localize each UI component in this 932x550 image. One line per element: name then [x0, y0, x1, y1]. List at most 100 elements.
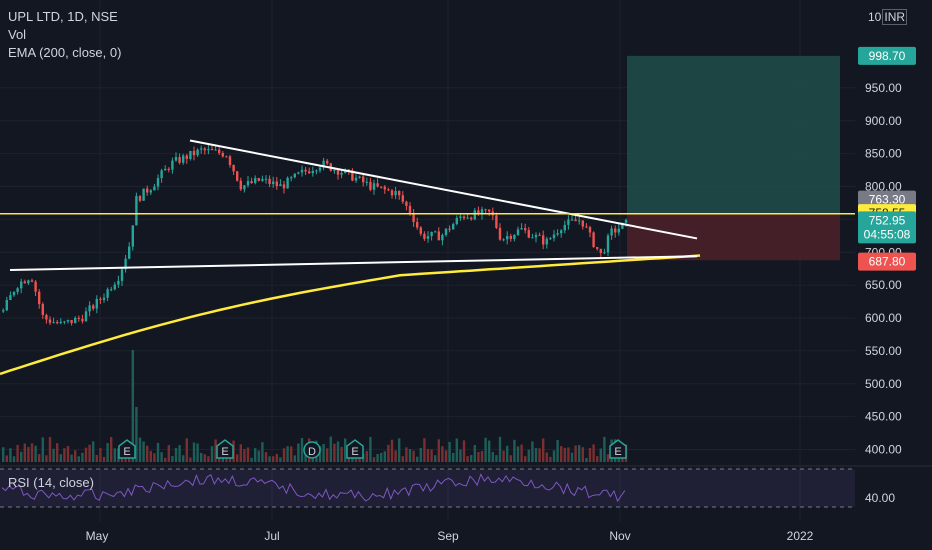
- volume-bar: [488, 440, 491, 462]
- candle-body: [617, 228, 620, 233]
- volume-bar: [34, 445, 37, 462]
- volume-bar: [272, 456, 275, 462]
- candle-body: [390, 190, 394, 196]
- candle-body: [430, 231, 433, 237]
- candle-body: [416, 222, 419, 228]
- y-tick-label: 950.00: [865, 81, 902, 95]
- candle-body: [398, 190, 401, 196]
- candle-body: [228, 156, 232, 166]
- candle-body: [182, 155, 185, 163]
- volume-bar: [534, 448, 538, 462]
- volume-bar: [455, 438, 458, 462]
- candle-body: [81, 318, 84, 322]
- volume-bar: [592, 444, 595, 462]
- candle-body: [452, 224, 455, 230]
- candle-body: [300, 169, 304, 173]
- volume-bar: [549, 456, 552, 462]
- event-badge: [303, 441, 321, 459]
- candle-body: [2, 310, 5, 312]
- x-tick-label: Jul: [264, 529, 279, 543]
- candle-body: [610, 228, 613, 236]
- candle-body: [336, 169, 340, 175]
- volume-bar: [340, 446, 343, 462]
- candle-body: [441, 234, 444, 241]
- y-tick-label: 850.00: [865, 147, 902, 161]
- candle-body: [239, 180, 242, 190]
- legend-symbol[interactable]: UPL LTD, 1D, NSE: [8, 9, 118, 24]
- volume-bar: [347, 456, 350, 462]
- candle-body: [459, 216, 462, 218]
- candle-body: [12, 291, 16, 296]
- candle-body: [164, 168, 167, 171]
- candle-body: [606, 235, 610, 253]
- candle-body: [286, 177, 289, 189]
- candle-body: [128, 246, 131, 259]
- currency-indicator[interactable]: 10 INR: [868, 9, 908, 25]
- rsi-legend[interactable]: RSI (14, close): [8, 475, 94, 490]
- candle-body: [347, 169, 350, 171]
- volume-bar: [621, 457, 624, 462]
- volume-bar: [264, 452, 268, 462]
- candle-body: [599, 248, 602, 254]
- candle-body: [120, 269, 124, 281]
- volume-bar: [23, 443, 26, 462]
- volume-bar: [257, 450, 260, 462]
- candle-body: [383, 186, 386, 190]
- candle-body: [394, 190, 397, 196]
- candle-body: [592, 232, 595, 247]
- candle-body: [556, 233, 559, 235]
- candle-body: [462, 216, 466, 219]
- candle-body: [365, 181, 368, 183]
- candle-body: [146, 188, 149, 193]
- volume-bar: [527, 449, 530, 462]
- target-price-tag: 998.70: [858, 46, 916, 65]
- volume-bar: [153, 453, 156, 462]
- volume-bar: [480, 450, 484, 462]
- volume-bar: [81, 452, 84, 462]
- event-badge: [118, 439, 136, 459]
- volume-bar: [77, 456, 80, 462]
- volume-bar: [387, 444, 390, 462]
- volume-bar: [142, 441, 145, 462]
- candle-body: [272, 181, 275, 185]
- legend-ema[interactable]: EMA (200, close, 0): [8, 45, 122, 60]
- candle-body: [63, 321, 66, 323]
- candle-body: [405, 201, 408, 206]
- volume-bar: [149, 450, 152, 462]
- volume-bar: [189, 457, 192, 462]
- candle-body: [160, 170, 163, 179]
- candle-body: [110, 289, 113, 291]
- candle-body: [322, 160, 325, 168]
- volume-bar: [398, 438, 401, 462]
- candle-body: [66, 319, 70, 322]
- volume-bar: [95, 455, 98, 462]
- candle-body: [268, 178, 271, 185]
- volume-bar: [171, 456, 174, 462]
- candle-body: [106, 289, 109, 298]
- y-tick-label: 400.00: [865, 443, 902, 457]
- candle-body: [578, 220, 581, 222]
- candle-body: [308, 171, 311, 174]
- candle-body: [560, 230, 563, 234]
- y-tick-label: 500.00: [865, 377, 902, 391]
- volume-bar: [99, 448, 102, 462]
- volume-bar: [531, 441, 534, 462]
- x-tick-label: Sep: [437, 529, 459, 543]
- volume-bar: [48, 436, 52, 462]
- candle-body: [412, 213, 415, 223]
- candle-body: [488, 209, 491, 212]
- volume-bar: [380, 452, 383, 462]
- legend-volume[interactable]: Vol: [8, 27, 27, 42]
- y-tick-label: 550.00: [865, 344, 902, 358]
- volume-bar: [477, 451, 480, 462]
- volume-bar: [423, 438, 426, 462]
- candle-body: [297, 172, 300, 174]
- candle-body: [426, 236, 430, 239]
- candle-body: [138, 196, 142, 201]
- candle-body: [34, 281, 37, 292]
- last-price-tag-bg: [858, 211, 916, 244]
- volume-bar: [372, 457, 376, 462]
